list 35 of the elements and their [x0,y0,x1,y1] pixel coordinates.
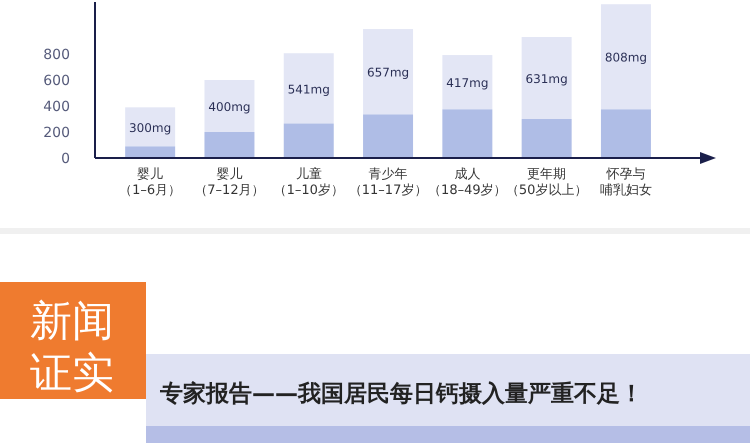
x-tick-label: 婴儿（7–12月） [194,167,265,198]
bar [284,53,334,124]
y-tick-label: 800 [43,47,70,63]
x-tick-label: 成人（18–49岁） [428,167,507,198]
y-tick-label: 600 [43,73,70,89]
bar [204,132,254,158]
data-label: 657mg [366,66,410,80]
bar [363,29,414,114]
y-tick-label: 0 [61,151,70,167]
text: 新闻证实 [30,296,114,397]
bar [522,36,572,119]
text: 专家报告——我国居民每日钙摄入量严重不足！ [159,380,643,407]
data-label: 631mg [526,72,568,86]
bar [204,80,254,132]
data-label: 541mg [288,82,330,96]
bar [363,114,414,158]
data-label: 300mg [129,120,172,135]
data-label: 417mg [446,76,488,90]
x-tick-label: 儿童（1–10岁） [274,166,344,198]
bar [442,109,492,158]
x-tick-label: 怀孕与哺乳妇女 [600,167,652,198]
x-tick-label: 青少年（11–17岁） [348,167,428,198]
bar [284,124,334,158]
bar [600,4,651,110]
bar [125,107,176,146]
bar [600,109,651,158]
x-tick-label: 更年期（50岁以上） [506,167,588,198]
bar [522,119,572,158]
bar [442,55,492,110]
bar [125,146,176,158]
x-tick-label: 婴儿（1–6月） [119,167,182,198]
y-tick-label: 200 [43,125,70,141]
data-label: 808mg [604,50,648,65]
y-tick-label: 400 [43,99,70,115]
data-label: 400mg [208,100,251,114]
